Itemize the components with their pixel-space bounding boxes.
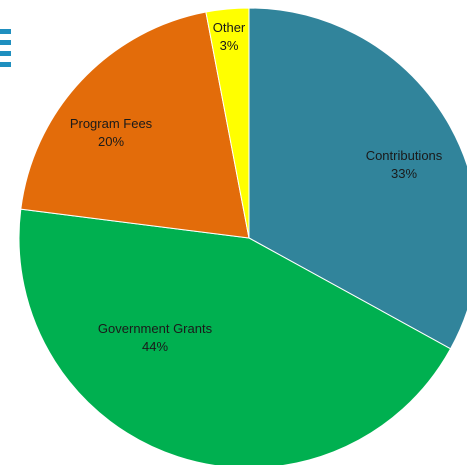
- pie-labels: Contributions 33% Government Grants 44% Prog…: [70, 20, 443, 354]
- legend-mark: [0, 40, 11, 45]
- slice-value-label: 33%: [391, 166, 417, 181]
- pie-slice-government-grants: [18, 208, 452, 465]
- slice-label: Other: [213, 20, 246, 35]
- slice-value-label: 44%: [142, 339, 168, 354]
- slice-label: Contributions: [366, 148, 443, 163]
- pie-slice-other: [205, 7, 250, 239]
- slice-value-label: 3%: [220, 38, 239, 53]
- slice-label: Program Fees: [70, 116, 153, 131]
- legend-mark: [0, 29, 11, 34]
- legend-mark: [0, 51, 11, 56]
- legend-mark: [0, 62, 11, 67]
- slice-label: Government Grants: [98, 321, 213, 336]
- pie-slice-program-fees: [20, 11, 250, 239]
- pie-slice-contributions: [248, 7, 467, 350]
- pie-slices: [18, 7, 467, 465]
- slice-value-label: 20%: [98, 134, 124, 149]
